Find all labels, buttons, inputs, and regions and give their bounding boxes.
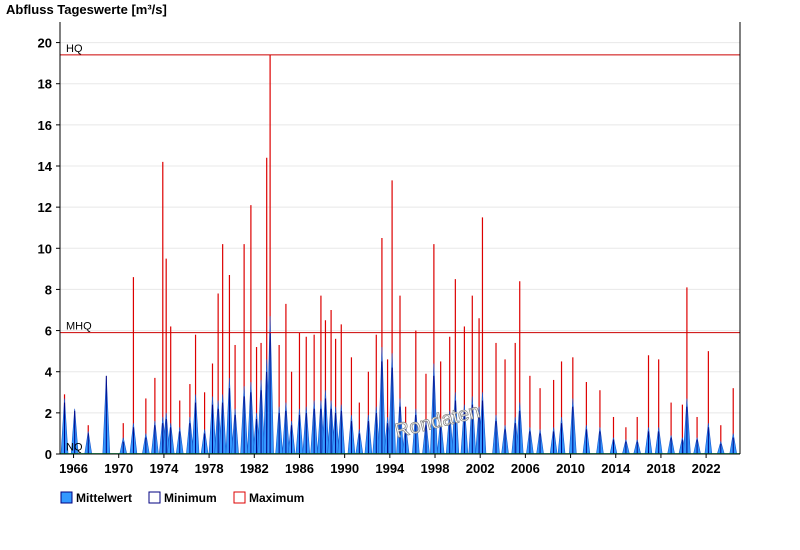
- x-tick-label: 2006: [511, 461, 540, 476]
- legend-label-maximum: Maximum: [249, 491, 304, 505]
- x-tick-label: 2002: [466, 461, 495, 476]
- x-tick-label: 1990: [330, 461, 359, 476]
- y-tick-label: 10: [38, 241, 52, 256]
- y-axis-ticks: 0 2 4 6 8 10 12 14 16 18 20: [38, 36, 60, 462]
- legend: Mittelwert Minimum Maximum: [60, 491, 304, 505]
- series-minimum: [64, 332, 734, 454]
- y-tick-label: 6: [45, 324, 52, 339]
- x-tick-label: 2018: [646, 461, 675, 476]
- y-tick-label: 16: [38, 118, 52, 133]
- legend-label-mittelwert: Mittelwert: [76, 491, 132, 505]
- x-tick-label: 1986: [285, 461, 314, 476]
- grid: [60, 42, 740, 414]
- x-tick-label: 1974: [149, 461, 179, 476]
- y-tick-label: 20: [38, 36, 52, 51]
- x-tick-label: 1970: [104, 461, 133, 476]
- y-tick-label: 14: [38, 159, 53, 174]
- y-tick-label: 18: [38, 77, 52, 92]
- y-tick-label: 4: [45, 365, 53, 380]
- legend-item-maximum: Maximum: [233, 491, 304, 505]
- legend-item-minimum: Minimum: [148, 491, 217, 505]
- reference-label-hq: HQ: [66, 43, 83, 55]
- y-tick-label: 8: [45, 282, 52, 297]
- reference-label-nq: NQ: [66, 442, 83, 454]
- chart-title: Abfluss Tageswerte [m³/s]: [6, 2, 167, 17]
- y-tick-label: 12: [38, 200, 52, 215]
- x-tick-label: 2010: [556, 461, 585, 476]
- y-tick-label: 2: [45, 406, 52, 421]
- x-tick-label: 2014: [601, 461, 631, 476]
- legend-label-minimum: Minimum: [164, 491, 217, 505]
- legend-item-mittelwert: Mittelwert: [60, 491, 132, 505]
- series-maximum: [63, 54, 734, 454]
- x-tick-label: 1966: [59, 461, 88, 476]
- legend-swatch-mittelwert: [60, 491, 73, 504]
- legend-swatch-minimum: [148, 491, 161, 504]
- x-tick-label: 1978: [195, 461, 224, 476]
- x-tick-label: 1998: [421, 461, 450, 476]
- x-tick-label: 1982: [240, 461, 269, 476]
- watermark: Rondaten: [393, 400, 482, 442]
- x-tick-label: 1994: [375, 461, 405, 476]
- x-tick-label: 2022: [692, 461, 721, 476]
- legend-swatch-maximum: [233, 491, 246, 504]
- y-tick-label: 0: [45, 447, 52, 462]
- x-axis-ticks: 1966 1970 1974 1978 1982 1986 1990 1994 1998 2002…: [59, 454, 721, 476]
- reference-label-mhq: MHQ: [66, 321, 92, 333]
